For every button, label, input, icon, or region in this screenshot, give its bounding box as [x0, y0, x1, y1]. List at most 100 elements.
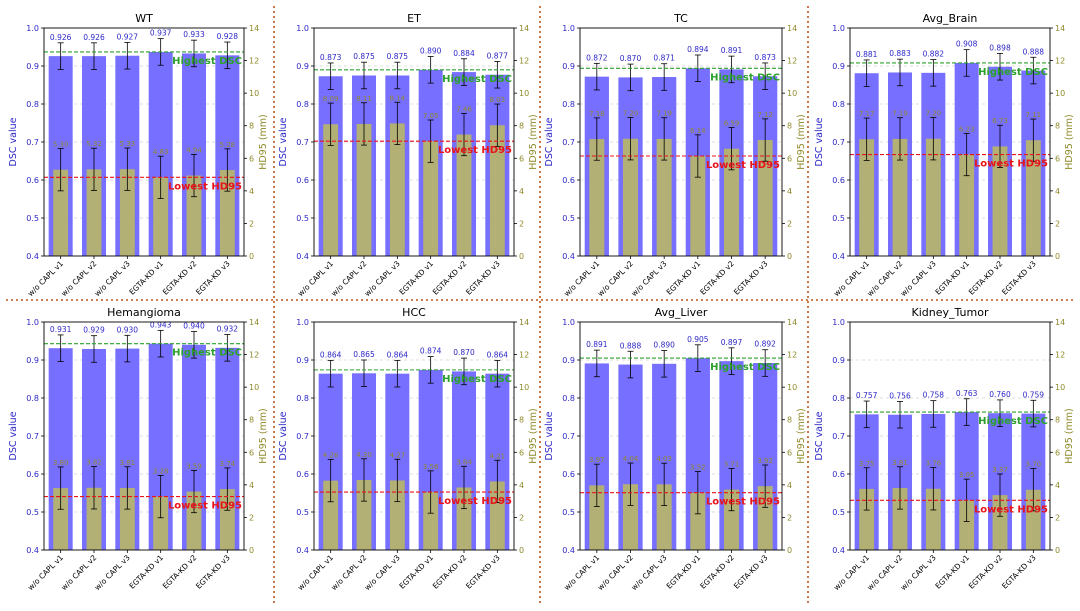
hd95-data-label: 3.80 [53, 459, 69, 467]
x-tick-label: EGTA-KD v2 [161, 553, 199, 591]
x-tick-label: w/o CAPL v3 [363, 259, 402, 298]
y-left-tick-label: 1.0 [832, 24, 845, 33]
x-tick-label: EGTA-KD v1 [933, 259, 971, 297]
dsc-data-label: 0.875 [387, 52, 409, 61]
y-right-tick-label: 14 [249, 318, 259, 327]
plot-frame [43, 27, 245, 257]
highest-dsc-label: Highest DSC [978, 416, 1048, 427]
dsc-data-label: 0.873 [320, 53, 342, 62]
y-left-tick-label: 0.6 [562, 470, 575, 479]
y-right-tick-label: 14 [519, 318, 529, 327]
hd95-data-label: 5.32 [86, 140, 102, 148]
hd95-bar [119, 487, 135, 550]
dsc-data-label: 0.884 [453, 49, 475, 58]
dsc-data-label: 0.877 [487, 51, 509, 60]
y-right-tick-label: 6 [1055, 448, 1060, 457]
x-tick-label: EGTA-KD v2 [431, 259, 469, 297]
y-left-tick-label: 0.6 [26, 470, 39, 479]
x-tick-label: w/o CAPL v3 [629, 553, 668, 592]
panel-title: HCC [402, 306, 426, 319]
y-left-tick-label: 0.8 [832, 100, 845, 109]
hd95-data-label: 4.03 [656, 455, 672, 463]
x-tick-label: EGTA-KD v1 [127, 553, 165, 591]
hd95-data-label: 7.46 [456, 105, 472, 113]
hd95-data-label: 4.27 [390, 451, 406, 459]
y-left-tick-label: 0.8 [26, 394, 39, 403]
y-right-axis-label: HD95 (mm) [258, 408, 269, 464]
hd95-data-label: 3.70 [1026, 461, 1042, 469]
y-left-tick-label: 0.6 [562, 176, 575, 185]
y-right-axis-label: HD95 (mm) [258, 114, 269, 170]
hd95-bar [1025, 140, 1041, 256]
dsc-data-label: 0.905 [687, 335, 709, 344]
hd95-bar [622, 138, 639, 256]
x-tick-label: w/o CAPL v3 [899, 259, 938, 298]
y-right-tick-label: 4 [519, 481, 524, 490]
hd95-bar [489, 125, 505, 257]
y-right-tick-label: 8 [787, 416, 792, 425]
hd95-data-label: 3.56 [423, 463, 439, 471]
x-tick-label: EGTA-KD v1 [665, 259, 703, 297]
hd95-data-label: 3.52 [690, 464, 706, 472]
dsc-data-label: 0.888 [620, 341, 642, 350]
y-right-tick-label: 8 [1055, 122, 1060, 131]
x-tick-label: EGTA-KD v1 [933, 553, 971, 591]
y-right-tick-label: 0 [249, 252, 254, 261]
x-tick-label: EGTA-KD v1 [397, 553, 435, 591]
dsc-data-label: 0.928 [217, 32, 239, 41]
y-right-tick-label: 0 [787, 546, 792, 555]
y-left-tick-label: 1.0 [562, 24, 575, 33]
y-right-tick-label: 14 [787, 24, 797, 33]
y-right-tick-label: 4 [1055, 187, 1060, 196]
hd95-data-label: 3.59 [186, 462, 202, 470]
y-left-tick-label: 0.4 [296, 546, 309, 555]
hd95-bar [992, 146, 1008, 256]
y-left-tick-label: 0.9 [26, 62, 39, 71]
hd95-bar [757, 140, 773, 256]
hd95-bar [992, 495, 1008, 550]
hd95-bar [153, 177, 169, 256]
y-right-tick-label: 10 [249, 383, 259, 392]
x-tick-label: EGTA-KD v2 [431, 553, 469, 591]
plot-frame [849, 27, 1051, 257]
hd95-bar [589, 139, 605, 256]
y-right-tick-label: 6 [787, 448, 792, 457]
y-right-tick-label: 12 [1055, 351, 1065, 360]
dsc-data-label: 0.894 [687, 45, 709, 54]
dsc-data-label: 0.760 [989, 390, 1011, 399]
dsc-data-label: 0.757 [856, 391, 878, 400]
x-tick-label: w/o CAPL v3 [899, 553, 938, 592]
y-left-tick-label: 0.9 [832, 62, 845, 71]
y-right-tick-label: 10 [1055, 89, 1065, 98]
hd95-bar [219, 170, 235, 256]
y-left-tick-label: 1.0 [562, 318, 575, 327]
dsc-data-label: 0.943 [150, 320, 172, 329]
y-right-tick-label: 8 [787, 122, 792, 131]
x-tick-label: w/o CAPL v3 [363, 553, 402, 592]
hd95-bar [1025, 489, 1041, 550]
y-right-tick-label: 2 [249, 219, 254, 228]
highest-dsc-label: Highest DSC [172, 348, 242, 359]
hd95-bar [389, 123, 405, 256]
hd95-bar [153, 496, 169, 550]
y-left-tick-label: 0.5 [562, 214, 575, 223]
y-right-tick-label: 8 [519, 416, 524, 425]
hd95-data-label: 3.71 [724, 460, 740, 468]
y-left-tick-label: 0.5 [832, 508, 845, 517]
highest-dsc-label: Highest DSC [172, 56, 242, 67]
hd95-bar [356, 479, 372, 550]
hd95-data-label: 3.28 [153, 467, 169, 475]
dsc-data-label: 0.873 [754, 53, 776, 62]
plot-frame [579, 321, 783, 551]
lowest-hd95-label: Lowest HD95 [438, 496, 512, 507]
hd95-data-label: 7.19 [656, 110, 672, 118]
x-tick-label: EGTA-KD v3 [1000, 553, 1038, 591]
hd95-data-label: 5.30 [53, 141, 69, 149]
x-tick-label: EGTA-KD v3 [194, 259, 232, 297]
y-right-tick-label: 14 [1055, 318, 1065, 327]
x-tick-label: EGTA-KD v3 [732, 553, 770, 591]
hd95-bar [959, 154, 975, 256]
y-left-tick-label: 0.4 [562, 546, 575, 555]
dsc-data-label: 0.891 [721, 46, 743, 55]
x-tick-label: EGTA-KD v3 [194, 553, 232, 591]
